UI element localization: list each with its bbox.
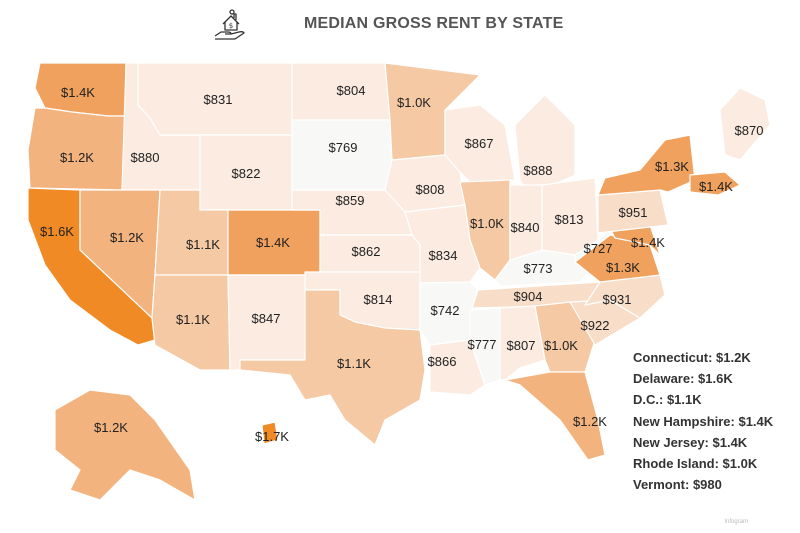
- state-label-iowa: $808: [416, 182, 445, 197]
- legend-item: New Hampshire: $1.4K: [633, 413, 774, 429]
- svg-text:$: $: [229, 22, 233, 30]
- state-label-west-virginia: $727: [584, 241, 613, 256]
- state-massachusetts[interactable]: [689, 171, 741, 196]
- legend-item: New Jersey: $1.4K: [633, 434, 748, 450]
- state-michigan[interactable]: [514, 94, 576, 196]
- legend-item: Rhode Island: $1.0K: [633, 455, 758, 471]
- state-label-oklahoma: $814: [364, 292, 393, 307]
- state-label-wyoming: $822: [232, 166, 261, 181]
- legend: Connecticut: $1.2K Delaware: $1.6K D.C.:…: [633, 347, 773, 495]
- state-label-ohio: $813: [555, 212, 584, 227]
- header: $ MEDIAN GROSS RENT BY STATE: [0, 0, 800, 50]
- state-label-missouri: $834: [429, 248, 458, 263]
- state-label-south-carolina: $922: [581, 318, 610, 333]
- state-label-wisconsin: $867: [465, 136, 494, 151]
- state-label-pennsylvania: $951: [619, 205, 648, 220]
- state-alaska[interactable]: [54, 389, 196, 501]
- state-label-nebraska: $859: [336, 193, 365, 208]
- state-label-oregon: $1.2K: [60, 150, 94, 165]
- state-hawaii[interactable]: [261, 421, 279, 445]
- state-label-arkansas: $742: [431, 303, 460, 318]
- state-mississippi[interactable]: [469, 307, 501, 386]
- state-label-illinois: $1.0K: [470, 216, 504, 231]
- state-label-maine: $870: [735, 123, 764, 138]
- state-texas[interactable]: [239, 289, 426, 446]
- state-maine[interactable]: [719, 87, 771, 161]
- state-label-alabama: $807: [507, 338, 536, 353]
- state-label-utah: $1.1K: [186, 237, 220, 252]
- state-label-idaho: $880: [131, 150, 160, 165]
- state-label-washington: $1.4K: [61, 85, 95, 100]
- page-title: MEDIAN GROSS RENT BY STATE: [304, 15, 564, 32]
- state-label-montana: $831: [204, 92, 233, 107]
- state-label-alaska: $1.2K: [94, 420, 128, 435]
- state-label-indiana: $840: [511, 220, 540, 235]
- state-label-tennessee: $904: [514, 289, 543, 304]
- state-label-california: $1.6K: [40, 224, 74, 239]
- legend-item: Delaware: $1.6K: [633, 371, 733, 387]
- legend-item: D.C.: $1.1K: [633, 392, 702, 408]
- legend-item: Connecticut: $1.2K: [633, 350, 751, 365]
- house-in-hand-icon: $: [213, 8, 249, 42]
- state-label-virginia: $1.3K: [606, 260, 640, 275]
- state-label-georgia: $1.0K: [544, 338, 578, 353]
- state-label-mississippi: $777: [468, 337, 497, 352]
- state-label-arizona: $1.1K: [176, 312, 210, 327]
- state-label-texas: $1.1K: [337, 356, 371, 371]
- state-label-new-york: $1.3K: [655, 159, 689, 174]
- state-label-minnesota: $1.0K: [397, 95, 431, 110]
- state-label-nevada: $1.2K: [110, 230, 144, 245]
- state-florida[interactable]: [504, 371, 606, 461]
- state-label-north-dakota: $804: [337, 83, 366, 98]
- state-label-maryland: $1.4K: [631, 235, 665, 250]
- state-south-dakota[interactable]: [291, 119, 393, 191]
- state-label-hawaii: $1.7K: [255, 429, 289, 444]
- state-label-colorado: $1.4K: [256, 235, 290, 250]
- state-louisiana[interactable]: [429, 339, 486, 396]
- state-label-new-mexico: $847: [252, 311, 281, 326]
- state-label-kansas: $862: [352, 244, 381, 259]
- state-label-south-dakota: $769: [329, 140, 358, 155]
- state-label-florida: $1.2K: [573, 414, 607, 429]
- legend-item: Vermont: $980: [633, 477, 722, 493]
- state-oregon[interactable]: [27, 107, 127, 191]
- state-label-massachusetts: $1.4K: [699, 179, 733, 194]
- state-label-kentucky: $773: [524, 261, 553, 276]
- state-label-north-carolina: $931: [603, 292, 632, 307]
- credit-text: Infogram: [724, 519, 748, 525]
- state-label-michigan: $888: [524, 163, 553, 178]
- state-label-louisiana: $866: [428, 354, 457, 369]
